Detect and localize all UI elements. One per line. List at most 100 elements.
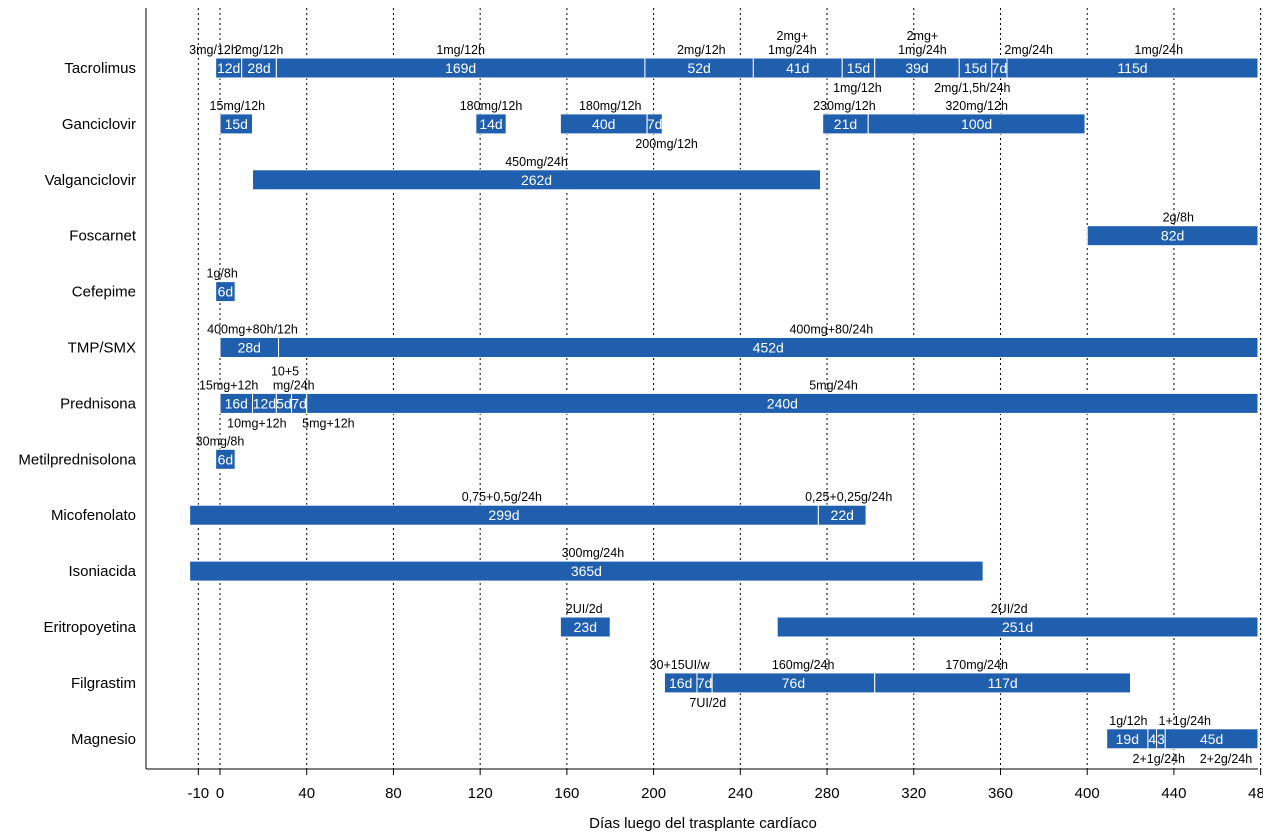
row-prednisona: Prednisona 16d 12d 5d 7d 240d 15mg+12h 10+5mg/2… [60, 364, 1259, 430]
drug-label: Isoniacida [68, 563, 136, 580]
segment-duration-label: 28d [247, 60, 270, 76]
row-tmp-smx: TMP/SMX 28d 452d 400mg+80h/12h 400mg+80/24h [68, 323, 1259, 358]
dose-annotation: 2mg/12h [235, 43, 284, 57]
dose-annotation: 1+1g/24h [1159, 714, 1212, 728]
dose-annotation: 0,25+0,25g/24h [805, 490, 892, 504]
x-tick-label: 240 [728, 785, 753, 802]
segment-duration-label: 251d [1002, 619, 1033, 635]
bar-segment [475, 113, 507, 135]
dose-annotation: 2mg/12h [677, 43, 726, 57]
dose-annotation: 170mg/24h [945, 658, 1008, 672]
segment-duration-label: 7d [291, 395, 307, 411]
segment-duration-label: 240d [767, 395, 798, 411]
dose-annotation: 2mg/1,5h/24h [934, 81, 1010, 95]
dose-annotation: 15mg+12h [199, 378, 258, 392]
drug-label: Metilprednisolona [18, 451, 136, 468]
bar-segment [215, 281, 236, 303]
row-foscarnet: Foscarnet 82d 2g/8h [69, 211, 1259, 247]
segment-duration-label: 117d [988, 675, 1018, 691]
x-tick-label: 200 [641, 785, 666, 802]
segment-duration-label: 4 [1148, 731, 1156, 747]
dose-annotation: 2UI/2d [566, 602, 603, 616]
dose-annotation: 7UI/2d [689, 696, 726, 710]
drug-label: Ganciclovir [62, 116, 136, 133]
x-tick-label: 160 [554, 785, 579, 802]
dose-annotation: 1mg/24h [898, 43, 947, 57]
bar-segment [306, 392, 1259, 414]
dose-annotation: 15mg/12h [210, 99, 266, 113]
segment-duration-label: 19d [1116, 731, 1139, 747]
drug-label: Magnesio [71, 731, 136, 748]
dose-annotation: 320mg/12h [945, 99, 1008, 113]
row-tacrolimus: Tacrolimus 12d 28d 169d 52d 41d 15d 39d 15d 7d 115… [64, 29, 1259, 95]
dose-annotation: 0,75+0,5g/24h [462, 490, 542, 504]
segment-duration-label: 452d [753, 340, 784, 356]
dose-annotation: 3mg/12h [189, 43, 238, 57]
drug-label: Tacrolimus [64, 60, 136, 77]
segment-duration-label: 40d [592, 116, 615, 132]
dose-annotation: 2UI/2d [991, 602, 1028, 616]
segment-duration-label: 299d [488, 507, 519, 523]
segment-duration-label: 39d [905, 60, 928, 76]
drug-label: Foscarnet [69, 228, 137, 245]
x-tick-label: -10 [187, 785, 209, 802]
dose-annotation: 2g/8h [1163, 211, 1194, 225]
drug-label: Micofenolato [51, 507, 136, 524]
segment-duration-label: 15d [847, 60, 870, 76]
drug-label: Filgrastim [71, 675, 136, 692]
row-valganciclovir: Valganciclovir 262d 450mg/24h [45, 155, 822, 191]
dose-annotation: 400mg+80/24h [789, 323, 873, 337]
row-micofenolato: Micofenolato 299d 22d 0,75+0,5g/24h 0,25+0,2… [51, 490, 892, 526]
x-axis: -10 0 40 80 120 160 200 240 280 320 360 400 440 480 [145, 8, 1263, 802]
dose-annotation: 180mg/12h [460, 99, 523, 113]
dose-annotation: 200mg/12h [635, 137, 698, 151]
row-metilprednisolona: Metilprednisolona 6d 30mg/8h [18, 434, 245, 470]
segment-duration-label: 21d [834, 116, 857, 132]
segment-duration-label: 6d [218, 284, 234, 300]
dose-annotation: 30mg/8h [196, 434, 245, 448]
x-tick-label: 320 [901, 785, 926, 802]
bar-segment [867, 113, 1086, 135]
x-tick-label: 120 [468, 785, 493, 802]
x-tick-label: 400 [1075, 785, 1100, 802]
segment-duration-label: 15d [225, 116, 248, 132]
bar-segment [817, 504, 867, 526]
x-tick-label: 80 [385, 785, 402, 802]
segment-duration-label: 115d [1117, 60, 1147, 76]
row-magnesio: Magnesio 19d 4 3 45d 1g/12h 1+1g/24h 2+1g/24h 2+… [71, 714, 1259, 766]
bar-segment [252, 169, 822, 191]
segment-duration-label: 12d [217, 60, 240, 76]
dose-annotation: 5mg+12h [302, 416, 355, 430]
segment-duration-label: 7d [647, 116, 663, 132]
x-tick-label: 440 [1161, 785, 1186, 802]
row-filgrastim: Filgrastim 16d 7d 76d 117d 30+15UI/w 160mg/24h… [71, 658, 1132, 710]
dose-annotation: 10+5 [271, 364, 299, 378]
segment-duration-label: 52d [687, 60, 710, 76]
dose-annotation: 230mg/12h [813, 99, 876, 113]
drug-rows: Tacrolimus 12d 28d 169d 52d 41d 15d 39d 15d 7d 115… [18, 29, 1259, 766]
segment-duration-label: 82d [1161, 228, 1184, 244]
segment-duration-label: 7d [697, 675, 713, 691]
dose-annotation: 2+1g/24h [1133, 752, 1186, 766]
dose-annotation: 1g/12h [1109, 714, 1147, 728]
dose-annotation: 2mg/24h [1004, 43, 1053, 57]
segment-duration-label: 100d [961, 116, 992, 132]
bar-segment [646, 113, 663, 135]
x-tick-label: 480 [1248, 785, 1263, 802]
segment-duration-label: 262d [521, 172, 552, 188]
segment-duration-label: 45d [1200, 731, 1223, 747]
bar-segment [278, 337, 1259, 358]
dose-annotation: 1g/8h [207, 267, 238, 281]
segment-duration-label: 41d [786, 60, 809, 76]
dose-annotation: 30+15UI/w [650, 658, 711, 672]
row-ganciclovir: Ganciclovir 15d 14d 40d 7d 21d 100d 15mg/12h 180… [62, 99, 1086, 151]
bar-segment [1006, 57, 1259, 79]
dose-annotation: 180mg/12h [579, 99, 642, 113]
segment-duration-label: 169d [445, 60, 476, 76]
segment-duration-label: 76d [782, 675, 805, 691]
row-isoniacida: Isoniacida 365d 300mg/24h [68, 546, 984, 582]
x-tick-label: 0 [216, 785, 224, 802]
dose-annotation: 300mg/24h [562, 546, 625, 560]
bar-segment [776, 616, 1259, 638]
